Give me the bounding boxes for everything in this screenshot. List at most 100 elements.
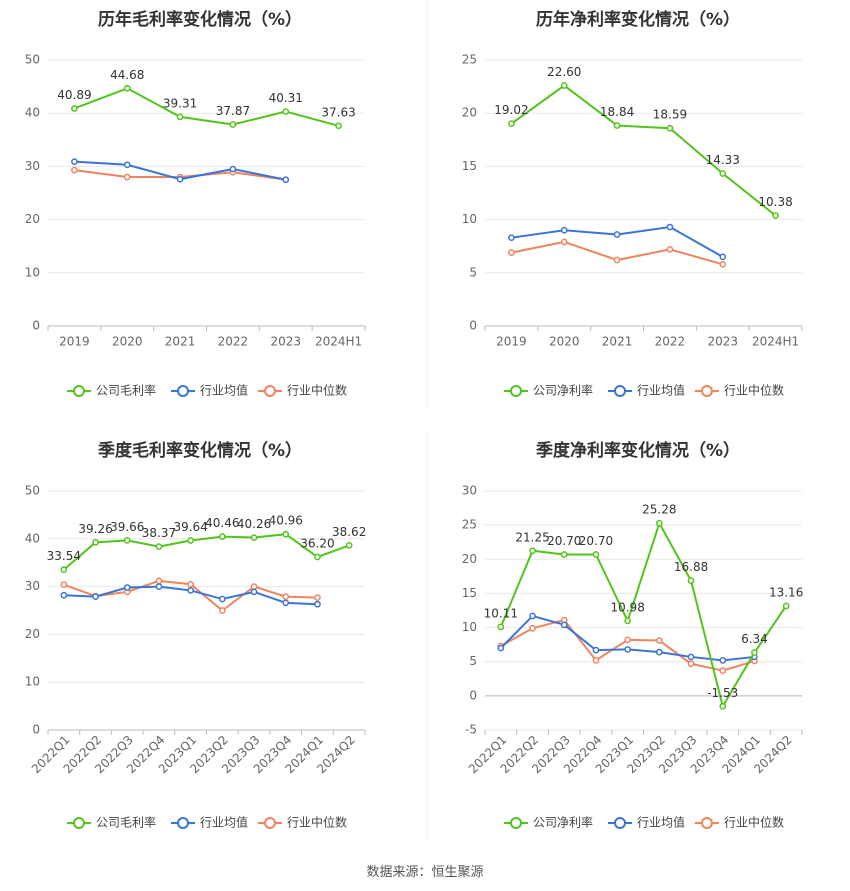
series-line-company: [74, 87, 339, 127]
legend-swatch-marker: [73, 817, 85, 829]
legend-item-industry-median[interactable]: 行业中位数: [258, 815, 347, 830]
y-tick-label: 20: [25, 212, 40, 226]
legend-label: 行业均值: [200, 383, 248, 398]
data-point-company: [613, 122, 621, 129]
data-point-industry-median: [60, 581, 68, 589]
data-point-industry-median: [613, 256, 621, 264]
x-tick-label: 2020: [112, 335, 143, 349]
data-point-industry-median: [282, 593, 290, 600]
data-point-industry-avg: [282, 599, 290, 607]
x-tick-label: 2024H1: [752, 335, 799, 349]
data-point-industry-avg: [497, 644, 505, 652]
data-point-industry-avg: [529, 612, 536, 620]
x-tick-label: 2019: [496, 335, 527, 349]
data-label: 6.34: [741, 632, 768, 646]
legend-item-industry-avg[interactable]: 行业均值: [608, 383, 685, 398]
data-point-industry-median: [529, 624, 536, 632]
data-label: 37.87: [216, 104, 250, 118]
data-point-industry-median: [592, 656, 600, 664]
data-label: 21.25: [515, 530, 549, 544]
legend-label: 行业均值: [637, 815, 685, 830]
y-tick-label: 20: [462, 106, 477, 120]
y-tick-label: 20: [25, 627, 40, 641]
y-tick-label: 0: [469, 319, 477, 333]
data-label: 18.84: [600, 105, 634, 119]
data-label: 40.26: [237, 517, 271, 531]
y-tick-label: 5: [469, 265, 477, 279]
data-label: 10.11: [484, 606, 518, 620]
legend-item-industry-avg[interactable]: 行业均值: [171, 383, 248, 398]
chart-panel-4: 季度净利率变化情况（%）-50510152025302022Q12022Q220…: [462, 440, 804, 830]
data-label: 39.26: [78, 522, 112, 536]
legend-label: 行业中位数: [287, 383, 347, 398]
data-point-company: [314, 553, 321, 561]
y-tick-label: 25: [462, 53, 477, 67]
x-tick-label: 2024H1: [315, 335, 362, 349]
data-point-industry-avg: [666, 223, 674, 231]
data-point-company: [123, 84, 131, 92]
legend-item-industry-median[interactable]: 行业中位数: [695, 815, 784, 830]
chart-title: 季度毛利率变化情况（%）: [98, 440, 302, 461]
data-point-industry-avg: [719, 253, 727, 261]
data-point-industry-median: [687, 660, 695, 668]
legend-item-industry-avg[interactable]: 行业均值: [608, 815, 685, 830]
data-point-industry-avg: [560, 226, 568, 234]
data-label: 19.02: [494, 103, 528, 117]
data-point-industry-avg: [229, 165, 237, 173]
legend-swatch-marker: [614, 385, 626, 397]
legend-item-company[interactable]: 公司净利率: [504, 815, 593, 830]
data-point-industry-avg: [219, 595, 226, 603]
data-label: 38.62: [332, 525, 366, 539]
legend-swatch-marker: [73, 385, 85, 397]
y-tick-label: 10: [25, 675, 40, 689]
legend-item-company[interactable]: 公司毛利率: [67, 383, 156, 398]
data-point-company: [335, 122, 342, 130]
legend-swatch-marker: [177, 385, 189, 397]
data-label: 39.31: [163, 96, 197, 110]
data-point-company: [751, 649, 758, 656]
data-point-industry-median: [656, 637, 663, 644]
legend-item-company[interactable]: 公司毛利率: [67, 815, 156, 830]
series-line-company: [499, 520, 787, 709]
data-point-company: [656, 519, 663, 527]
data-label: 40.31: [269, 91, 303, 105]
legend-label: 公司毛利率: [96, 383, 156, 398]
legend-swatch-marker: [177, 817, 189, 829]
data-label: 37.63: [321, 105, 355, 119]
data-point-company: [687, 577, 695, 584]
y-tick-label: 15: [462, 586, 477, 600]
data-point-industry-median: [187, 580, 194, 588]
data-label: 10.38: [758, 195, 792, 209]
data-label: -1.53: [707, 686, 738, 700]
data-point-industry-avg: [123, 584, 131, 591]
data-point-industry-median: [560, 238, 568, 246]
data-point-company: [624, 617, 632, 625]
data-point-company: [719, 170, 727, 177]
y-tick-label: 15: [462, 159, 477, 173]
data-point-industry-median: [155, 577, 163, 585]
legend-item-industry-median[interactable]: 行业中位数: [695, 383, 784, 398]
chart-title: 历年毛利率变化情况（%）: [98, 9, 302, 30]
data-point-industry-median: [624, 636, 632, 644]
data-point-industry-avg: [92, 593, 99, 600]
x-tick-label: 2021: [165, 335, 196, 349]
legend-item-company[interactable]: 公司净利率: [504, 383, 593, 398]
data-label: 25.28: [642, 503, 676, 517]
y-tick-label: 30: [25, 579, 40, 593]
legend-label: 行业中位数: [724, 815, 784, 830]
data-point-company: [782, 602, 790, 610]
data-point-industry-avg: [71, 158, 78, 165]
data-point-industry-avg: [560, 621, 568, 629]
data-point-industry-avg: [176, 175, 184, 183]
data-label: 44.68: [110, 68, 144, 82]
legend-item-industry-median[interactable]: 行业中位数: [258, 383, 347, 398]
legend-swatch-marker: [701, 385, 713, 397]
y-tick-label: 10: [462, 620, 477, 634]
data-point-company: [592, 551, 600, 558]
legend-item-industry-avg[interactable]: 行业均值: [171, 815, 248, 830]
x-tick-label: 2021: [602, 335, 633, 349]
y-tick-label: 10: [25, 265, 40, 279]
y-tick-label: 0: [32, 319, 40, 333]
legend-label: 行业均值: [637, 383, 685, 398]
